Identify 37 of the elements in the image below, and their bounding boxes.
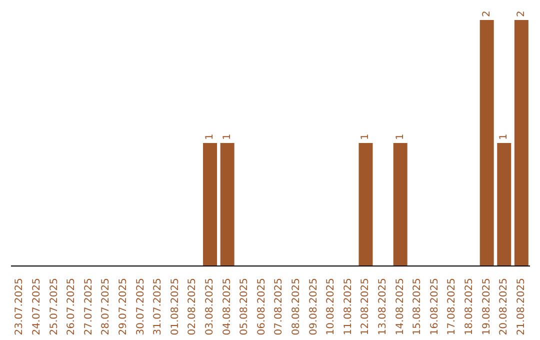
x-tick-label: 26.07.2025 xyxy=(66,278,78,336)
x-tick-label: 31.07.2025 xyxy=(152,278,164,336)
x-tick-label: 03.08.2025 xyxy=(204,278,216,336)
x-tick-label: 11.08.2025 xyxy=(342,278,354,336)
x-tick-label: 30.07.2025 xyxy=(135,278,146,336)
x-tick-label: 02.08.2025 xyxy=(187,278,198,336)
x-tick-label: 15.08.2025 xyxy=(412,278,424,336)
data-label: 1 xyxy=(394,134,406,140)
x-tick-label: 10.08.2025 xyxy=(326,278,337,336)
x-tick-label: 29.07.2025 xyxy=(118,278,129,336)
data-label: 2 xyxy=(481,10,492,17)
x-tick-label: 21.08.2025 xyxy=(516,278,527,336)
x-tick-label: 01.08.2025 xyxy=(170,278,181,336)
x-tick-label: 28.07.2025 xyxy=(100,278,112,336)
x-tick-label: 16.08.2025 xyxy=(429,278,440,336)
x-tick-label: 17.08.2025 xyxy=(446,278,458,336)
x-tick-label: 14.08.2025 xyxy=(394,278,406,336)
x-tick-label: 24.07.2025 xyxy=(31,278,42,336)
data-label: 1 xyxy=(222,134,233,140)
x-tick-label: 25.07.2025 xyxy=(48,278,60,336)
x-tick-label: 04.08.2025 xyxy=(222,278,233,336)
x-tick-label: 07.08.2025 xyxy=(274,278,285,336)
x-tick-label: 05.08.2025 xyxy=(239,278,250,336)
x-tick-label: 19.08.2025 xyxy=(481,278,492,336)
x-tick-label: 12.08.2025 xyxy=(360,278,372,336)
x-tick-label: 18.08.2025 xyxy=(464,278,475,336)
data-label: 1 xyxy=(360,134,372,140)
data-label: 1 xyxy=(498,134,510,140)
x-tick-label: 13.08.2025 xyxy=(377,278,388,336)
data-label: 1 xyxy=(204,134,216,140)
x-tick-label: 20.08.2025 xyxy=(498,278,510,336)
x-tick-label: 27.07.2025 xyxy=(83,278,94,336)
x-tick-label: 06.08.2025 xyxy=(256,278,268,336)
x-tick-label: 09.08.2025 xyxy=(308,278,320,336)
x-tick-label: 08.08.2025 xyxy=(290,278,302,336)
x-tick-label: 23.07.2025 xyxy=(14,278,26,336)
data-label: 2 xyxy=(516,10,527,17)
